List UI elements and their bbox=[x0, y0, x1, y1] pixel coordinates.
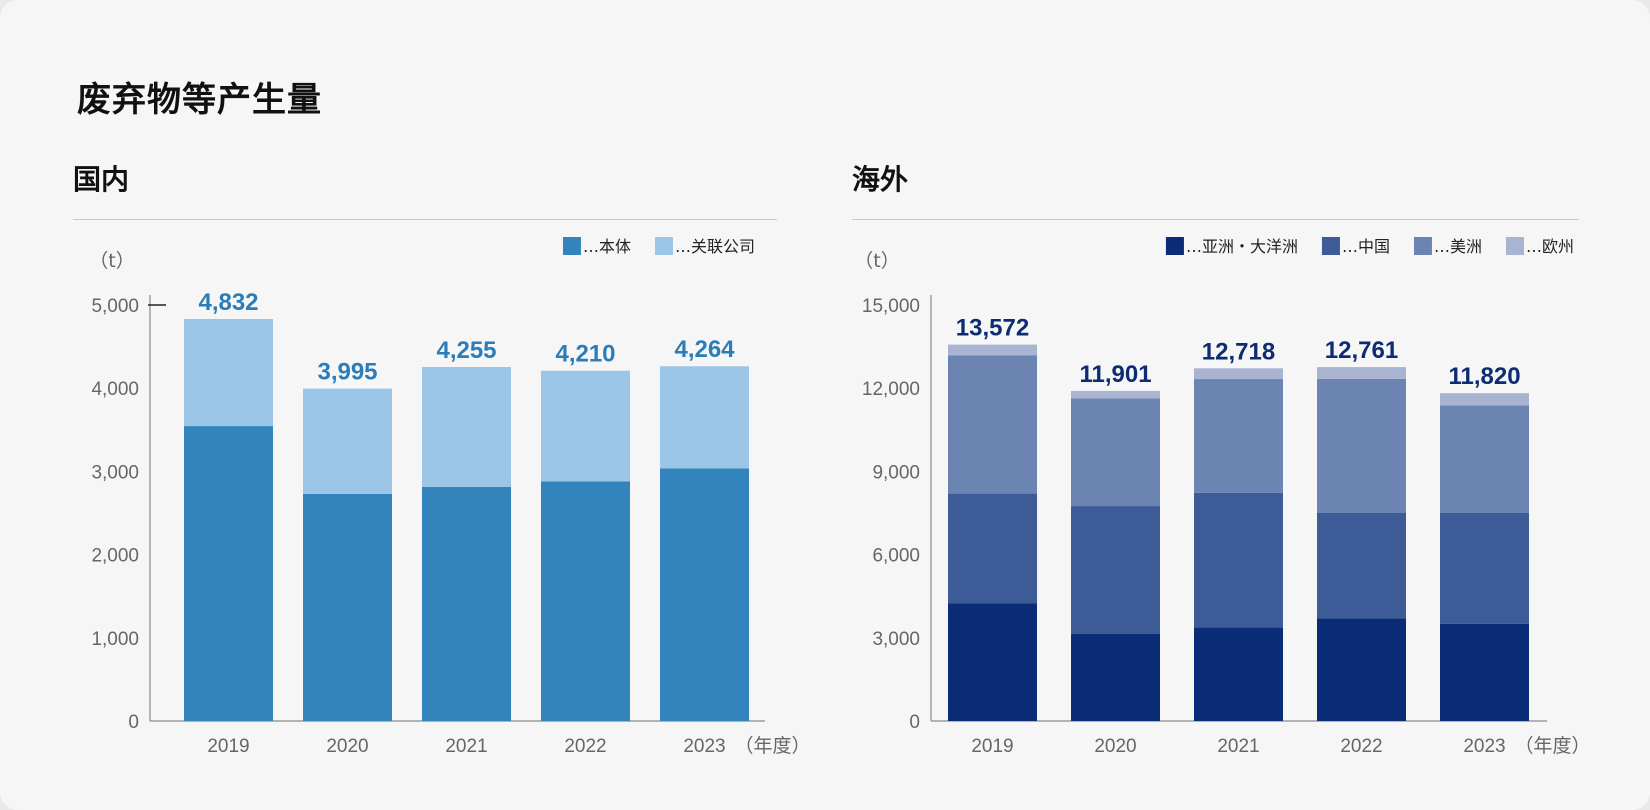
overseas-total-label: 12,761 bbox=[1325, 337, 1398, 364]
domestic-x-tick-label: 2021 bbox=[445, 736, 487, 757]
overseas-bar-segment bbox=[1194, 627, 1283, 721]
overseas-legend-label: …欧州 bbox=[1526, 237, 1574, 256]
domestic-x-tick-label: 2019 bbox=[207, 736, 249, 757]
domestic-total-label: 4,255 bbox=[436, 337, 496, 364]
overseas-y-tick-label: 3,000 bbox=[872, 629, 920, 650]
overseas-title-rule bbox=[852, 219, 1579, 220]
overseas-y-tick-label: 9,000 bbox=[872, 462, 920, 483]
domestic-bar-segment bbox=[660, 366, 749, 469]
overseas-bar-segment bbox=[1194, 492, 1283, 628]
overseas-x-tick-label: 2020 bbox=[1094, 736, 1136, 757]
domestic-panel-title: 国内 bbox=[73, 163, 130, 196]
overseas-bar-segment bbox=[1440, 405, 1529, 513]
overseas-total-label: 13,572 bbox=[956, 315, 1029, 342]
domestic-legend-label: …本体 bbox=[583, 237, 631, 256]
overseas-bar-segment bbox=[948, 355, 1037, 494]
overseas-bar-segment bbox=[1440, 393, 1529, 406]
domestic-bar-segment bbox=[184, 426, 273, 721]
domestic-bar-segment bbox=[303, 493, 392, 721]
overseas-y-tick-label: 0 bbox=[909, 712, 920, 733]
overseas-bar-segment bbox=[1317, 378, 1406, 513]
overseas-bar-segment bbox=[1440, 513, 1529, 624]
overseas-legend-swatch bbox=[1321, 237, 1340, 255]
overseas-bar-segment bbox=[1317, 513, 1406, 619]
overseas-x-tick-label: 2022 bbox=[1340, 736, 1382, 757]
overseas-bar-segment bbox=[1317, 367, 1406, 379]
overseas-bar-segment bbox=[948, 344, 1037, 356]
overseas-bar-segment bbox=[1071, 390, 1160, 399]
domestic-x-tick-label: 2023 bbox=[683, 736, 725, 757]
domestic-bar-segment bbox=[422, 366, 511, 487]
overseas-y-tick-label: 12,000 bbox=[862, 379, 920, 400]
overseas-panel-title: 海外 bbox=[852, 163, 909, 196]
overseas-x-unit-label: （年度） bbox=[1515, 735, 1591, 757]
domestic-legend-swatch bbox=[654, 237, 673, 255]
domestic-y-tick-label: 0 bbox=[128, 712, 139, 733]
overseas-y-unit-label: （t） bbox=[854, 250, 899, 272]
domestic-bar-segment bbox=[541, 370, 630, 482]
overseas-y-tick-label: 6,000 bbox=[872, 546, 920, 567]
domestic-bar-segment bbox=[184, 318, 273, 427]
overseas-bar-segment bbox=[1071, 633, 1160, 721]
overseas-y-tick-label: 15,000 bbox=[862, 296, 920, 317]
overseas-x-tick-label: 2023 bbox=[1463, 736, 1505, 757]
domestic-y-tick-label: 1,000 bbox=[91, 629, 139, 650]
domestic-y-tick-label: 5,000 bbox=[91, 296, 139, 317]
overseas-bar-segment bbox=[1071, 398, 1160, 507]
overseas-bar-segment bbox=[948, 493, 1037, 604]
domestic-x-unit-label: （年度） bbox=[735, 735, 811, 757]
domestic-y-tick-label: 4,000 bbox=[91, 379, 139, 400]
overseas-bar-segment bbox=[1440, 623, 1529, 721]
overseas-bar-segment bbox=[1071, 506, 1160, 634]
domestic-bar-segment bbox=[660, 468, 749, 721]
overseas-bar-segment bbox=[1194, 368, 1283, 380]
domestic-y-unit-label: （t） bbox=[89, 250, 134, 272]
domestic-legend-label: …关联公司 bbox=[675, 237, 755, 256]
overseas-legend-label: …亚洲・大洋洲 bbox=[1186, 237, 1298, 256]
overseas-x-tick-label: 2019 bbox=[971, 736, 1013, 757]
overseas-legend-label: …中国 bbox=[1342, 237, 1390, 256]
overseas-total-label: 11,820 bbox=[1448, 363, 1520, 390]
overseas-bar-segment bbox=[1317, 618, 1406, 721]
overseas-legend-label: …美洲 bbox=[1434, 237, 1482, 256]
domestic-total-label: 4,210 bbox=[555, 341, 615, 368]
domestic-title-rule bbox=[73, 219, 777, 220]
overseas-legend-swatch bbox=[1165, 237, 1184, 255]
domestic-bar-segment bbox=[541, 481, 630, 721]
domestic-y-tick-label: 2,000 bbox=[91, 546, 139, 567]
overseas-legend-swatch bbox=[1505, 237, 1524, 255]
overseas-x-tick-label: 2021 bbox=[1217, 736, 1259, 757]
overseas-bar-segment bbox=[948, 603, 1037, 721]
overseas-total-label: 12,718 bbox=[1202, 338, 1275, 365]
page-title: 废弃物等产生量 bbox=[77, 80, 322, 120]
overseas-bar-segment bbox=[1194, 379, 1283, 493]
domestic-bar-segment bbox=[303, 388, 392, 494]
domestic-total-label: 4,832 bbox=[198, 289, 258, 316]
overseas-total-label: 11,901 bbox=[1079, 361, 1151, 388]
domestic-x-tick-label: 2020 bbox=[326, 736, 368, 757]
overseas-legend-swatch bbox=[1413, 237, 1432, 255]
domestic-bar-segment bbox=[422, 486, 511, 721]
domestic-y-tick-label: 3,000 bbox=[91, 462, 139, 483]
domestic-total-label: 4,264 bbox=[674, 336, 735, 363]
domestic-x-tick-label: 2022 bbox=[564, 736, 606, 757]
domestic-total-label: 3,995 bbox=[317, 359, 377, 386]
domestic-legend-swatch bbox=[562, 237, 581, 255]
